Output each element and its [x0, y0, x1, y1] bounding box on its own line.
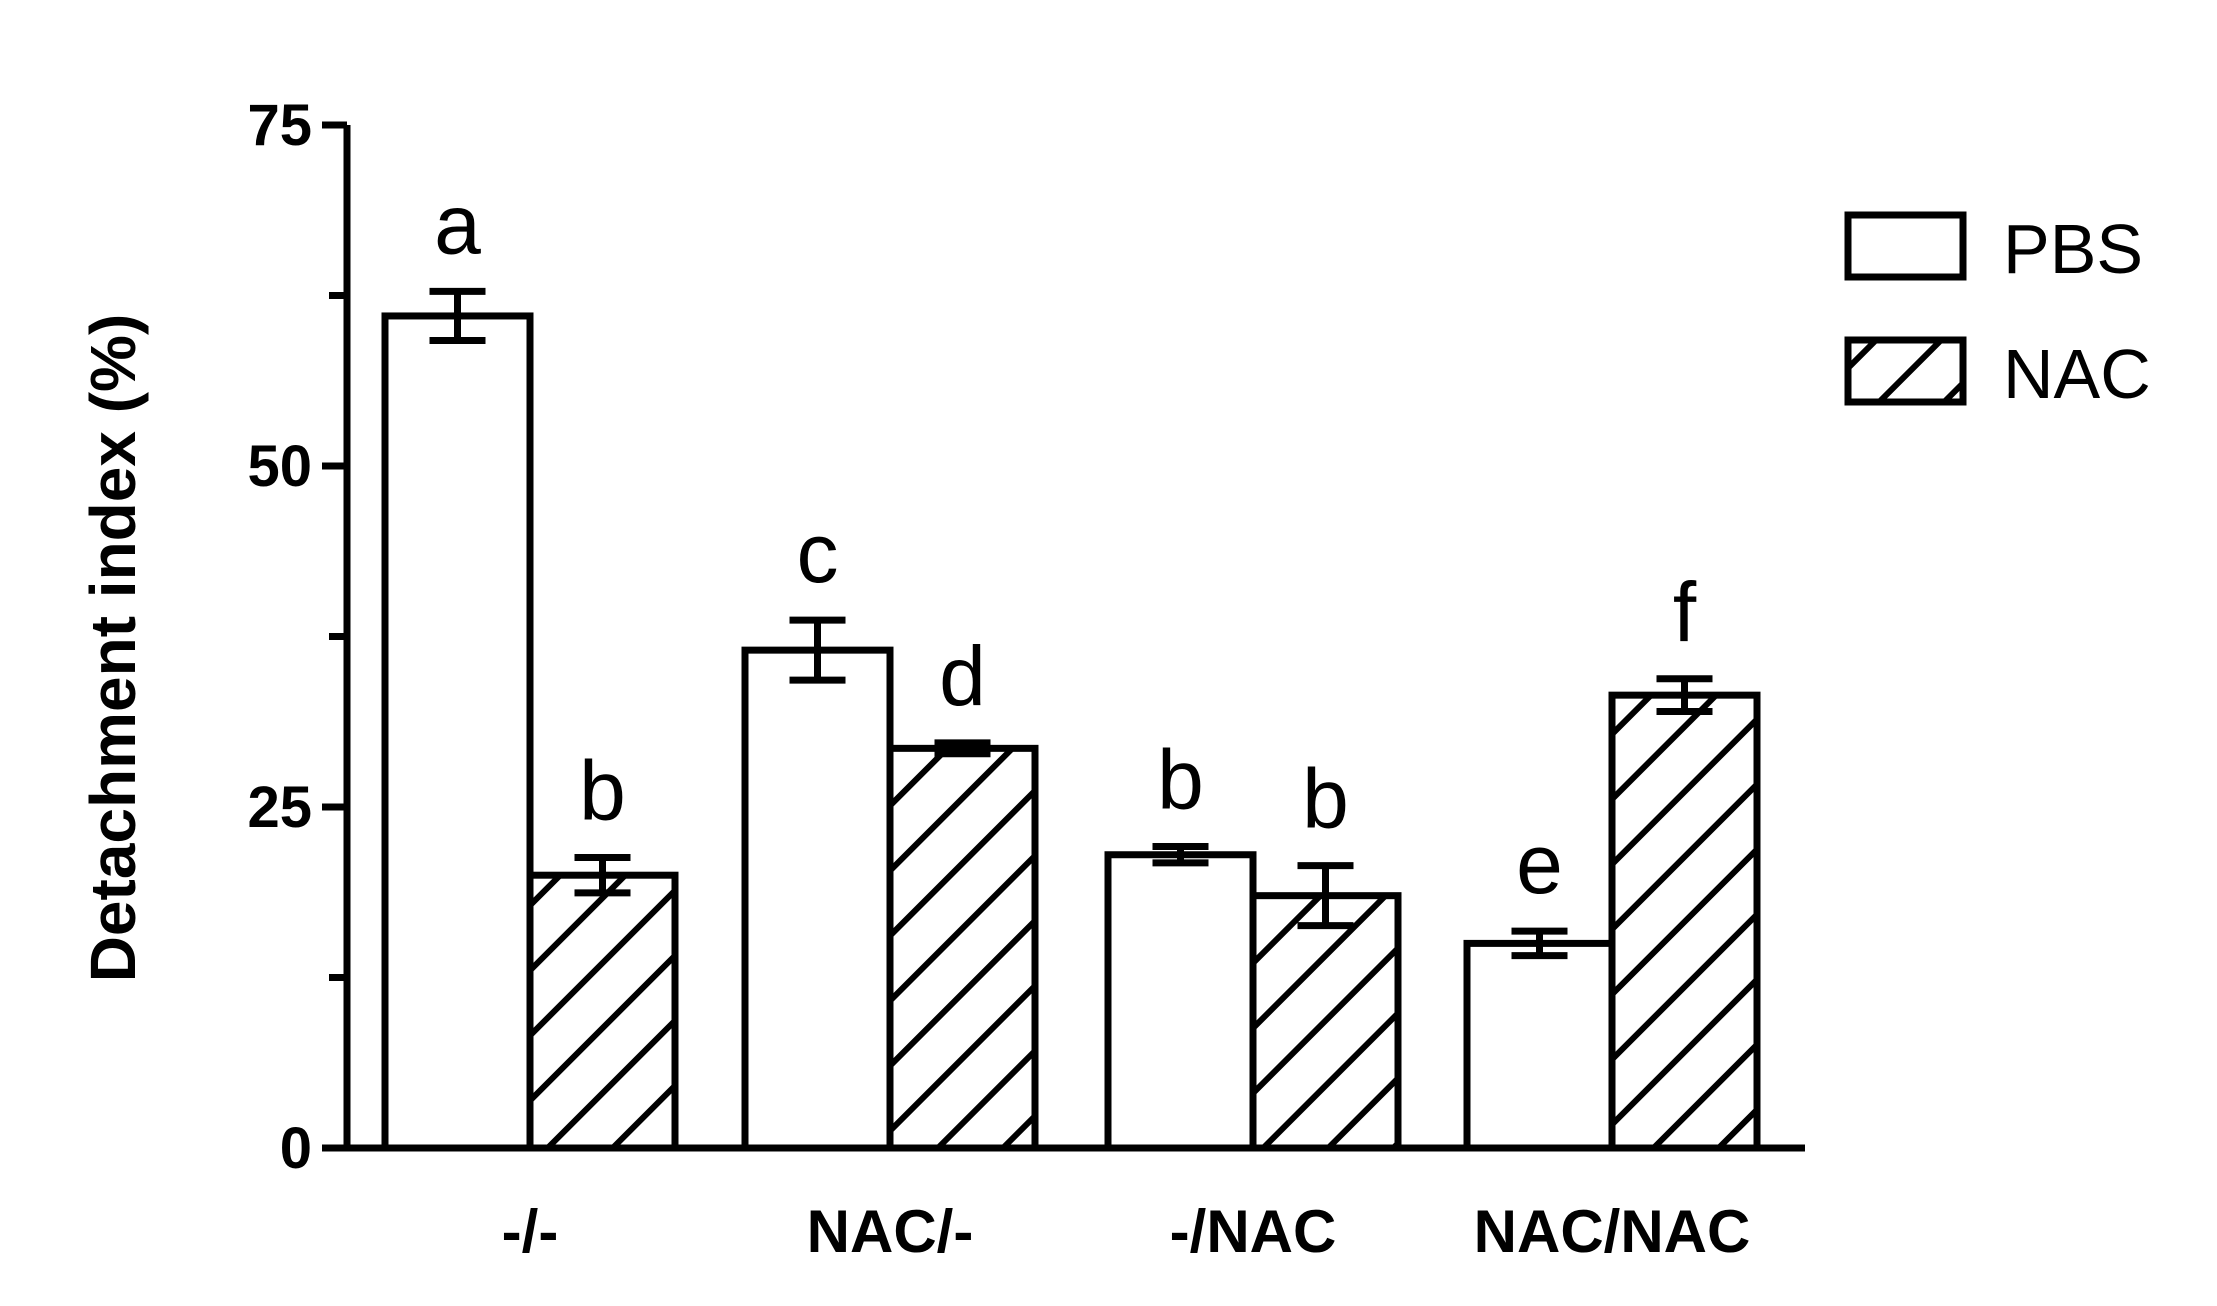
significance-letter: b: [1302, 752, 1349, 846]
significance-letter: b: [579, 743, 626, 837]
legend-swatch-pbs: [1844, 211, 1967, 281]
chart-bars: [381, 287, 1761, 1152]
nac-bar: [526, 871, 679, 1152]
significance-letter: c: [797, 506, 839, 600]
significance-letter: e: [1516, 817, 1563, 911]
pbs-bar: [381, 312, 534, 1152]
chart-labels: a c b e b d b f -/- NAC/- -/NAC NAC/NAC: [434, 177, 1750, 1265]
pbs-bar: [741, 646, 894, 1152]
pbs-bar: [1463, 939, 1616, 1152]
significance-letter: d: [939, 629, 986, 723]
nac-bar: [1249, 892, 1402, 1152]
legend-swatch-nac: [1844, 336, 1967, 406]
y-axis-title: Detachment index (%): [77, 314, 149, 983]
significance-letter: b: [1157, 733, 1204, 827]
x-category-label: NAC/NAC: [1474, 1198, 1751, 1265]
y-tick-label: 50: [247, 434, 312, 499]
x-category-label: -/NAC: [1170, 1198, 1337, 1265]
y-tick-label: 25: [247, 775, 312, 840]
legend-label-pbs: PBS: [2003, 210, 2143, 288]
nac-bar: [1608, 691, 1761, 1152]
y-tick-label: 0: [280, 1116, 312, 1181]
legend: PBS NAC: [1844, 210, 2151, 413]
legend-label-nac: NAC: [2003, 335, 2151, 413]
x-category-label: -/-: [502, 1198, 559, 1265]
y-tick-label: 75: [247, 93, 312, 158]
significance-letter: f: [1673, 565, 1697, 659]
pbs-bar: [1104, 851, 1257, 1152]
significance-letter: a: [434, 177, 481, 271]
x-category-label: NAC/-: [807, 1198, 974, 1265]
nac-bar: [886, 744, 1039, 1152]
